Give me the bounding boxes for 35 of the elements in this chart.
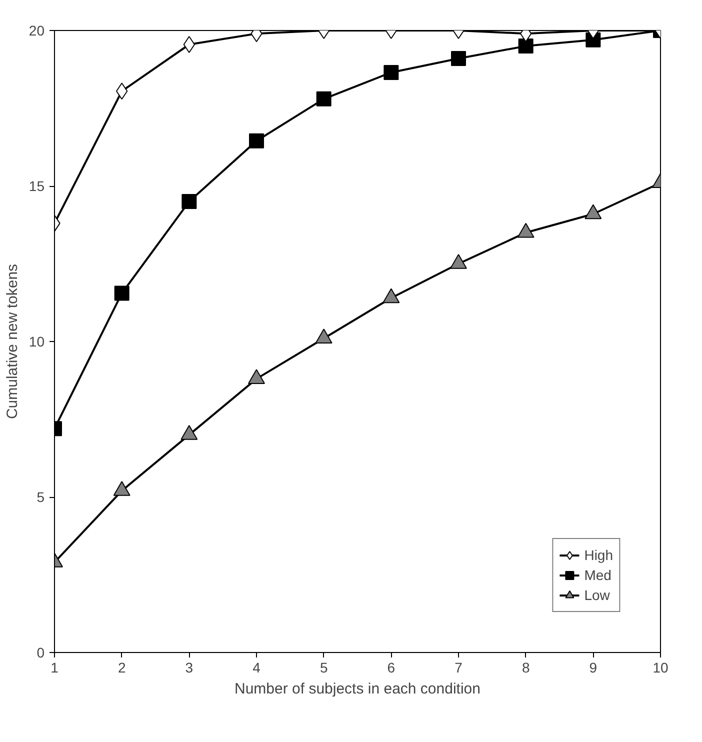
y-axis-title: Cumulative new tokens [4,264,21,420]
x-tick-label: 7 [454,660,463,676]
point [180,425,198,440]
point [451,50,466,66]
x-axis-title: Number of subjects in each condition [234,680,480,698]
point [382,288,400,304]
x-tick-label: 4 [252,660,261,676]
x-tick-label: 3 [185,660,194,676]
x-tick-label: 9 [589,660,598,676]
y-tick-label: 5 [36,489,45,505]
point [248,369,265,384]
point [249,133,264,148]
y-tick-label: 0 [36,644,45,660]
x-tick-label: 2 [118,660,126,676]
legend-label: Med [584,567,612,583]
legend-label: High [584,547,613,563]
point [450,254,467,269]
point [316,91,332,106]
x-tick-label: 8 [522,660,530,676]
point [517,222,534,238]
y-tick-label: 20 [28,22,45,38]
x-tick-label: 5 [320,660,328,676]
point [114,286,130,301]
point [113,481,130,496]
x-tick-label: 10 [652,660,668,676]
y-tick-label: 10 [28,334,45,350]
legend-label: Low [584,587,610,603]
point [384,64,399,80]
x-tick-label: 6 [387,660,396,676]
point [315,328,332,344]
point [584,204,602,220]
point [182,194,197,210]
point [518,38,534,54]
y-tick-label: 15 [28,178,45,194]
x-tick-label: 1 [50,660,59,676]
